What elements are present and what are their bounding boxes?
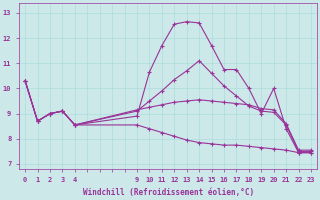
X-axis label: Windchill (Refroidissement éolien,°C): Windchill (Refroidissement éolien,°C) (83, 188, 254, 197)
